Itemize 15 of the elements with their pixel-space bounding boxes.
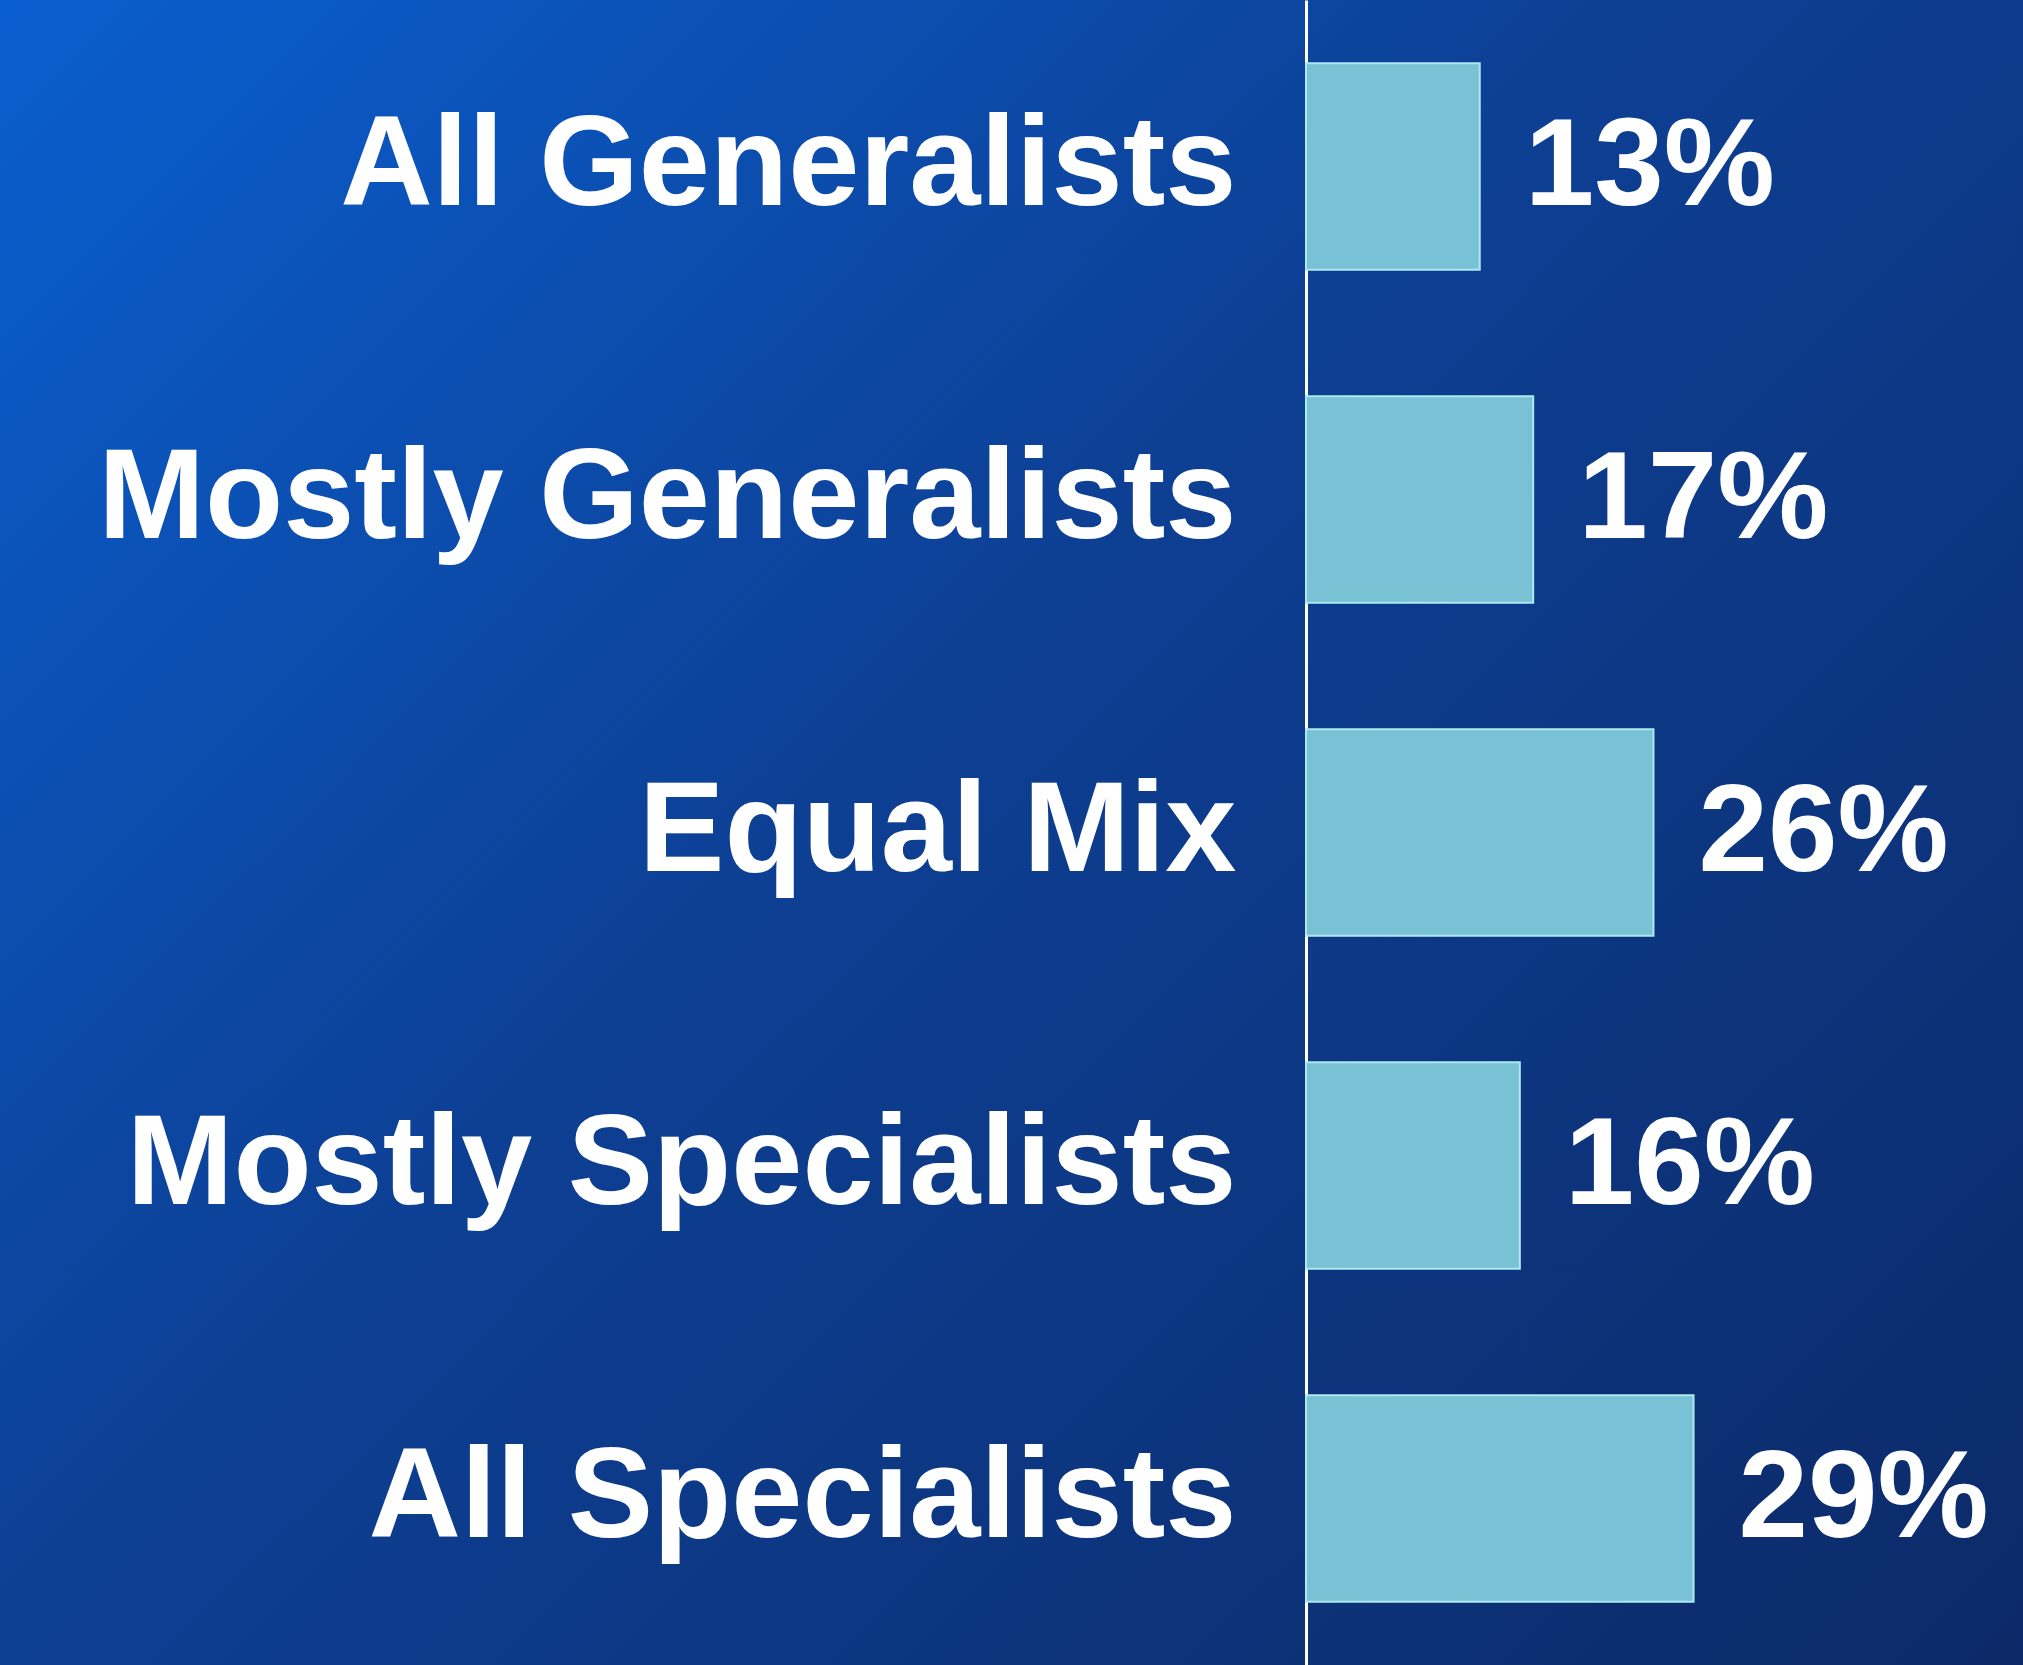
y-tick-label: All Generalists [340,88,1237,232]
bar [1305,1061,1521,1270]
bar [1305,728,1655,937]
y-tick-label: Equal Mix [639,754,1237,898]
data-label: 16% [1564,1090,1816,1230]
data-label: 29% [1738,1423,1989,1563]
y-tick-label: All Specialists [368,1420,1237,1564]
y-tick-label: Mostly Specialists [126,1087,1237,1231]
data-label: 26% [1698,757,1949,897]
data-label: 13% [1524,91,1775,231]
bar [1305,395,1535,604]
data-label: 17% [1578,424,1829,564]
bar [1305,62,1481,271]
bar [1305,1394,1695,1603]
y-tick-label: Mostly Generalists [98,421,1237,565]
